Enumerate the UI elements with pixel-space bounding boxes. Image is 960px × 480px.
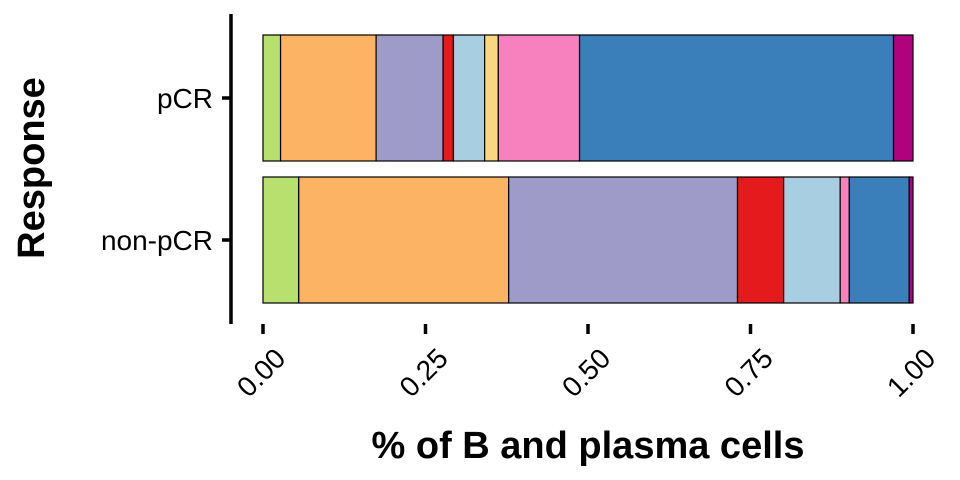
bar-segment-non-pCR-segment-5 xyxy=(783,176,841,304)
bar-segment-non-pCR-segment-2 xyxy=(298,176,510,304)
bar-segment-pCR-segment-7 xyxy=(497,34,581,162)
bar-segment-pCR-segment-2 xyxy=(279,34,377,162)
x-tick-label-1.00: 1.00 xyxy=(881,342,941,402)
bar-segment-non-pCR-segment-7 xyxy=(839,176,850,304)
y-axis-ticks: pCR non-pCR xyxy=(101,83,231,256)
x-axis-title: % of B and plasma cells xyxy=(372,425,805,467)
bar-segment-non-pCR-segment-8 xyxy=(848,176,910,304)
bar-segment-pCR-segment-5 xyxy=(452,34,486,162)
y-tick-label-pCR: pCR xyxy=(157,83,213,114)
bar-segment-non-pCR-segment-9 xyxy=(908,176,914,304)
x-tick-label-0.50: 0.50 xyxy=(556,342,616,402)
bar-segment-non-pCR-segment-1 xyxy=(262,176,300,304)
bars-group xyxy=(262,34,914,304)
bar-segment-non-pCR-segment-3 xyxy=(508,176,739,304)
bar-segment-pCR-segment-4 xyxy=(442,34,455,162)
bar-segment-pCR-segment-8 xyxy=(578,34,895,162)
bar-segment-pCR-segment-9 xyxy=(892,34,914,162)
x-tick-label-0.25: 0.25 xyxy=(393,342,453,402)
x-axis-ticks: 0.00 0.25 0.50 0.75 1.00 xyxy=(231,324,941,403)
x-tick-label-0.00: 0.00 xyxy=(231,342,291,402)
bar-segment-pCR-segment-3 xyxy=(375,34,444,162)
y-tick-label-non-pCR: non-pCR xyxy=(101,225,213,256)
y-axis-title: Response xyxy=(11,77,53,259)
bar-segment-non-pCR-segment-4 xyxy=(736,176,785,304)
bar-segment-pCR-segment-6 xyxy=(484,34,499,162)
x-tick-label-0.75: 0.75 xyxy=(718,342,778,402)
bar-segment-pCR-segment-1 xyxy=(262,34,282,162)
